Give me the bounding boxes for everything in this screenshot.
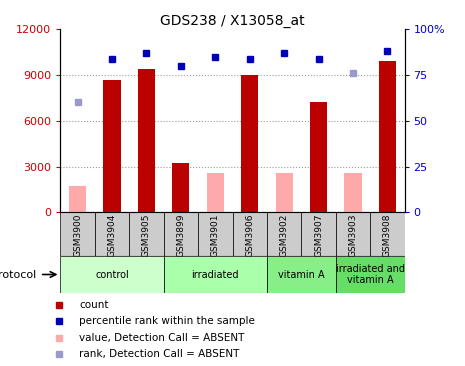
Text: percentile rank within the sample: percentile rank within the sample <box>79 316 255 326</box>
Text: GSM3908: GSM3908 <box>383 214 392 257</box>
Bar <box>241 75 259 212</box>
Text: irradiated: irradiated <box>192 269 239 280</box>
Text: GSM3907: GSM3907 <box>314 214 323 257</box>
FancyBboxPatch shape <box>267 212 301 256</box>
FancyBboxPatch shape <box>198 212 232 256</box>
Text: GSM3899: GSM3899 <box>176 214 186 257</box>
Title: GDS238 / X13058_at: GDS238 / X13058_at <box>160 14 305 28</box>
FancyBboxPatch shape <box>267 256 336 293</box>
Text: control: control <box>95 269 129 280</box>
Text: value, Detection Call = ABSENT: value, Detection Call = ABSENT <box>79 333 245 343</box>
Text: GSM3902: GSM3902 <box>279 214 289 257</box>
Bar <box>103 80 121 212</box>
FancyBboxPatch shape <box>370 212 405 256</box>
Bar <box>69 186 86 212</box>
FancyBboxPatch shape <box>336 212 370 256</box>
FancyBboxPatch shape <box>60 212 95 256</box>
FancyBboxPatch shape <box>164 256 267 293</box>
FancyBboxPatch shape <box>60 256 164 293</box>
Bar <box>206 173 224 212</box>
Bar <box>379 61 396 212</box>
Text: rank, Detection Call = ABSENT: rank, Detection Call = ABSENT <box>79 349 239 359</box>
Bar <box>138 69 155 212</box>
Text: GSM3905: GSM3905 <box>142 214 151 257</box>
FancyBboxPatch shape <box>95 212 129 256</box>
Text: irradiated and
vitamin A: irradiated and vitamin A <box>336 264 405 285</box>
Text: GSM3906: GSM3906 <box>245 214 254 257</box>
Bar <box>310 102 327 212</box>
Text: protocol: protocol <box>0 269 36 280</box>
Text: GSM3900: GSM3900 <box>73 214 82 257</box>
FancyBboxPatch shape <box>129 212 164 256</box>
Text: GSM3903: GSM3903 <box>348 214 358 257</box>
Bar <box>344 173 362 212</box>
Text: GSM3901: GSM3901 <box>211 214 220 257</box>
FancyBboxPatch shape <box>164 212 198 256</box>
Text: GSM3904: GSM3904 <box>107 214 117 257</box>
Bar <box>172 164 190 212</box>
FancyBboxPatch shape <box>336 256 405 293</box>
Text: vitamin A: vitamin A <box>278 269 325 280</box>
FancyBboxPatch shape <box>301 212 336 256</box>
Text: count: count <box>79 300 109 310</box>
Bar <box>276 173 293 212</box>
FancyBboxPatch shape <box>232 212 267 256</box>
